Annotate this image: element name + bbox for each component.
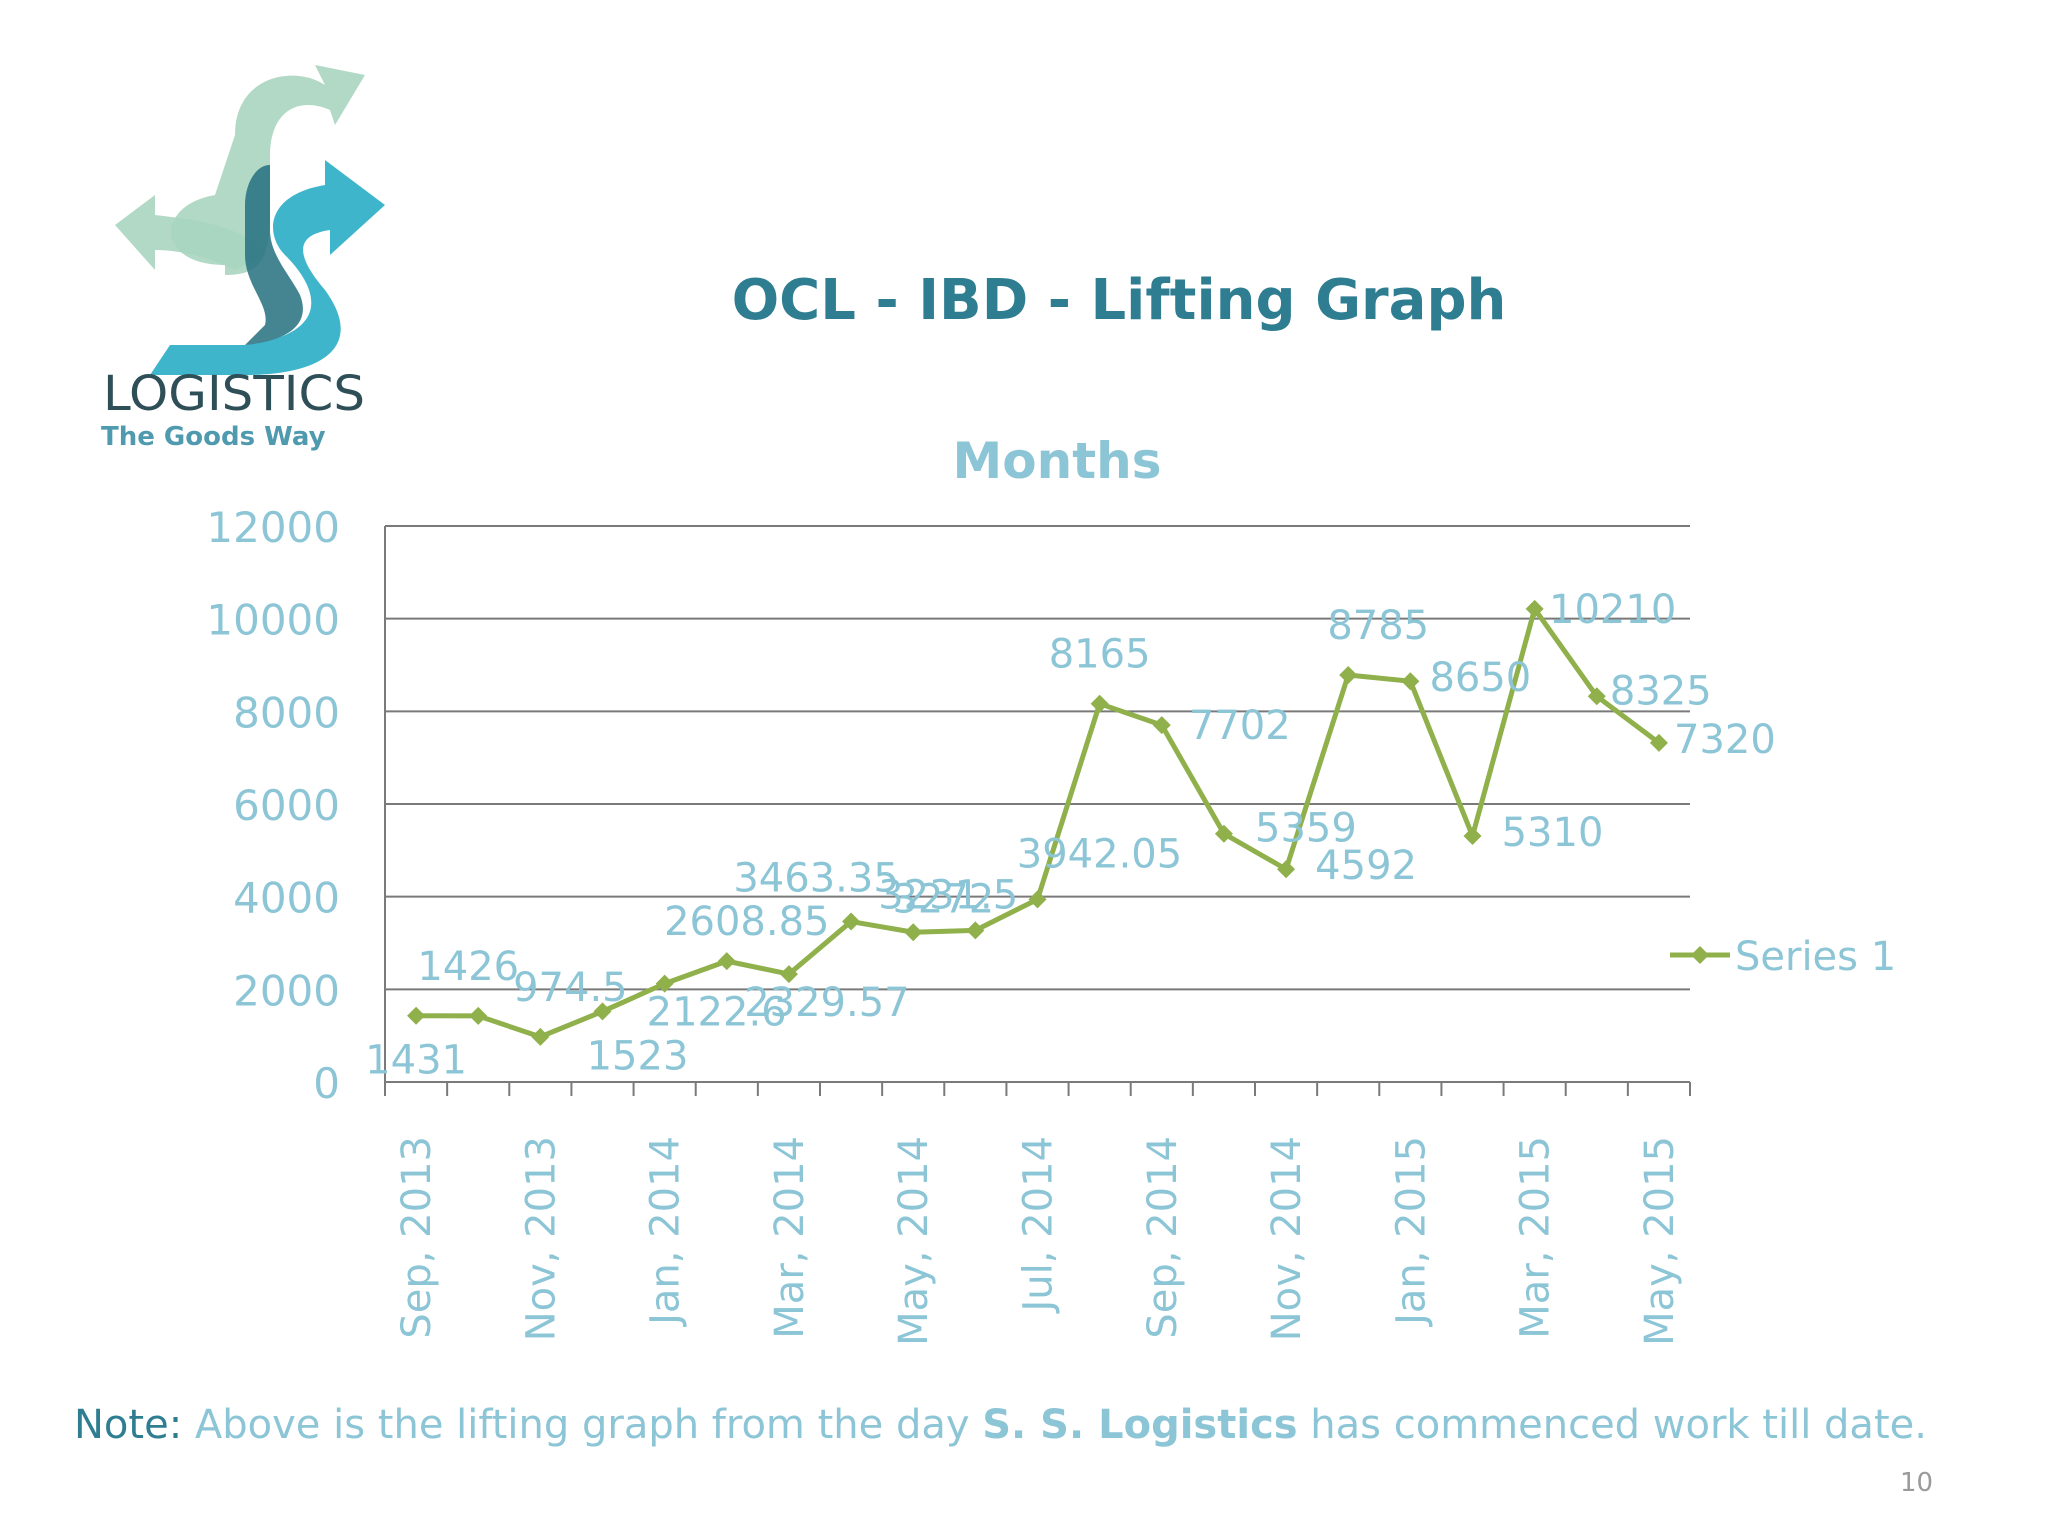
x-tick-label: Jul, 2014 bbox=[1016, 1136, 1062, 1315]
data-point bbox=[717, 952, 736, 971]
x-tick-label: Sep, 2014 bbox=[1140, 1136, 1186, 1339]
note-text-1: Above is the lifting graph from the day bbox=[182, 1402, 983, 1448]
x-tick-label: Nov, 2013 bbox=[518, 1136, 564, 1341]
logo: LOGISTICS The Goods Way bbox=[101, 65, 385, 452]
data-point bbox=[904, 923, 923, 942]
data-point bbox=[407, 1006, 426, 1025]
y-tick-label: 12000 bbox=[206, 503, 340, 552]
data-label: 7320 bbox=[1674, 717, 1776, 763]
logo-mark-icon bbox=[115, 65, 385, 375]
y-tick-label: 8000 bbox=[233, 688, 340, 737]
data-label: 8650 bbox=[1429, 655, 1531, 701]
data-label: 4592 bbox=[1315, 843, 1417, 889]
y-tick-label: 4000 bbox=[233, 874, 340, 923]
legend-label: Series 1 bbox=[1735, 934, 1896, 980]
data-point bbox=[1463, 826, 1482, 845]
data-label: 8165 bbox=[1049, 632, 1151, 678]
data-point bbox=[1090, 694, 1109, 713]
x-tick-label: May, 2015 bbox=[1637, 1136, 1683, 1346]
data-point bbox=[1214, 824, 1233, 843]
data-point bbox=[1525, 599, 1544, 618]
data-label: 2122.6 bbox=[647, 990, 787, 1036]
data-label: 1426 bbox=[417, 944, 519, 990]
data-point bbox=[1401, 672, 1420, 691]
data-point bbox=[1649, 733, 1668, 752]
data-label: 1523 bbox=[587, 1033, 689, 1079]
note-text-2: has commenced work till date. bbox=[1297, 1402, 1927, 1448]
data-point bbox=[469, 1006, 488, 1025]
data-label: 974.5 bbox=[513, 965, 628, 1011]
data-point bbox=[1277, 860, 1296, 879]
data-label: 10210 bbox=[1549, 587, 1676, 633]
data-point bbox=[1339, 665, 1358, 684]
data-label: 5359 bbox=[1255, 806, 1357, 852]
data-label: 1431 bbox=[365, 1038, 467, 1084]
slide-title: OCL - IBD - Lifting Graph bbox=[731, 268, 1507, 333]
page-number: 10 bbox=[1900, 1468, 1934, 1498]
chart-title: Months bbox=[953, 432, 1162, 490]
logo-tagline: The Goods Way bbox=[101, 422, 326, 452]
data-point bbox=[1152, 716, 1171, 735]
data-label: 3272 bbox=[892, 876, 994, 922]
x-tick-label: Jan, 2014 bbox=[643, 1136, 689, 1328]
y-tick-label: 2000 bbox=[233, 966, 340, 1015]
data-point bbox=[531, 1027, 550, 1046]
x-tick-label: Mar, 2014 bbox=[767, 1136, 813, 1339]
y-tick-label: 0 bbox=[313, 1059, 340, 1108]
legend-marker-icon bbox=[1691, 946, 1709, 964]
y-tick-label: 6000 bbox=[233, 781, 340, 830]
data-point bbox=[966, 921, 985, 940]
x-tick-label: May, 2014 bbox=[891, 1136, 937, 1346]
y-tick-label: 10000 bbox=[206, 596, 340, 645]
data-label: 2608.85 bbox=[664, 899, 829, 945]
data-label: 3463.35 bbox=[733, 856, 898, 902]
data-label: 8325 bbox=[1610, 668, 1712, 714]
data-point bbox=[842, 912, 861, 931]
data-label: 3231.5 bbox=[878, 872, 1018, 918]
logo-text: LOGISTICS bbox=[103, 366, 365, 422]
data-point bbox=[779, 965, 798, 984]
data-label: 7702 bbox=[1189, 703, 1291, 749]
data-label: 8785 bbox=[1327, 603, 1429, 649]
data-point bbox=[1028, 890, 1047, 909]
x-tick-label: Nov, 2014 bbox=[1264, 1136, 1310, 1341]
data-label: 2329.57 bbox=[744, 980, 909, 1026]
data-label: 5310 bbox=[1502, 810, 1604, 856]
x-tick-label: Sep, 2013 bbox=[394, 1136, 440, 1339]
data-label: 3942.05 bbox=[1017, 831, 1182, 877]
x-tick-label: Jan, 2015 bbox=[1388, 1136, 1434, 1328]
data-point bbox=[655, 974, 674, 993]
footnote: Note: Above is the lifting graph from th… bbox=[74, 1402, 1927, 1448]
note-lead: Note: bbox=[74, 1402, 183, 1448]
data-point bbox=[1587, 687, 1606, 706]
x-tick-label: Mar, 2015 bbox=[1513, 1136, 1559, 1339]
note-company: S. S. Logistics bbox=[982, 1402, 1298, 1448]
data-point bbox=[593, 1002, 612, 1021]
